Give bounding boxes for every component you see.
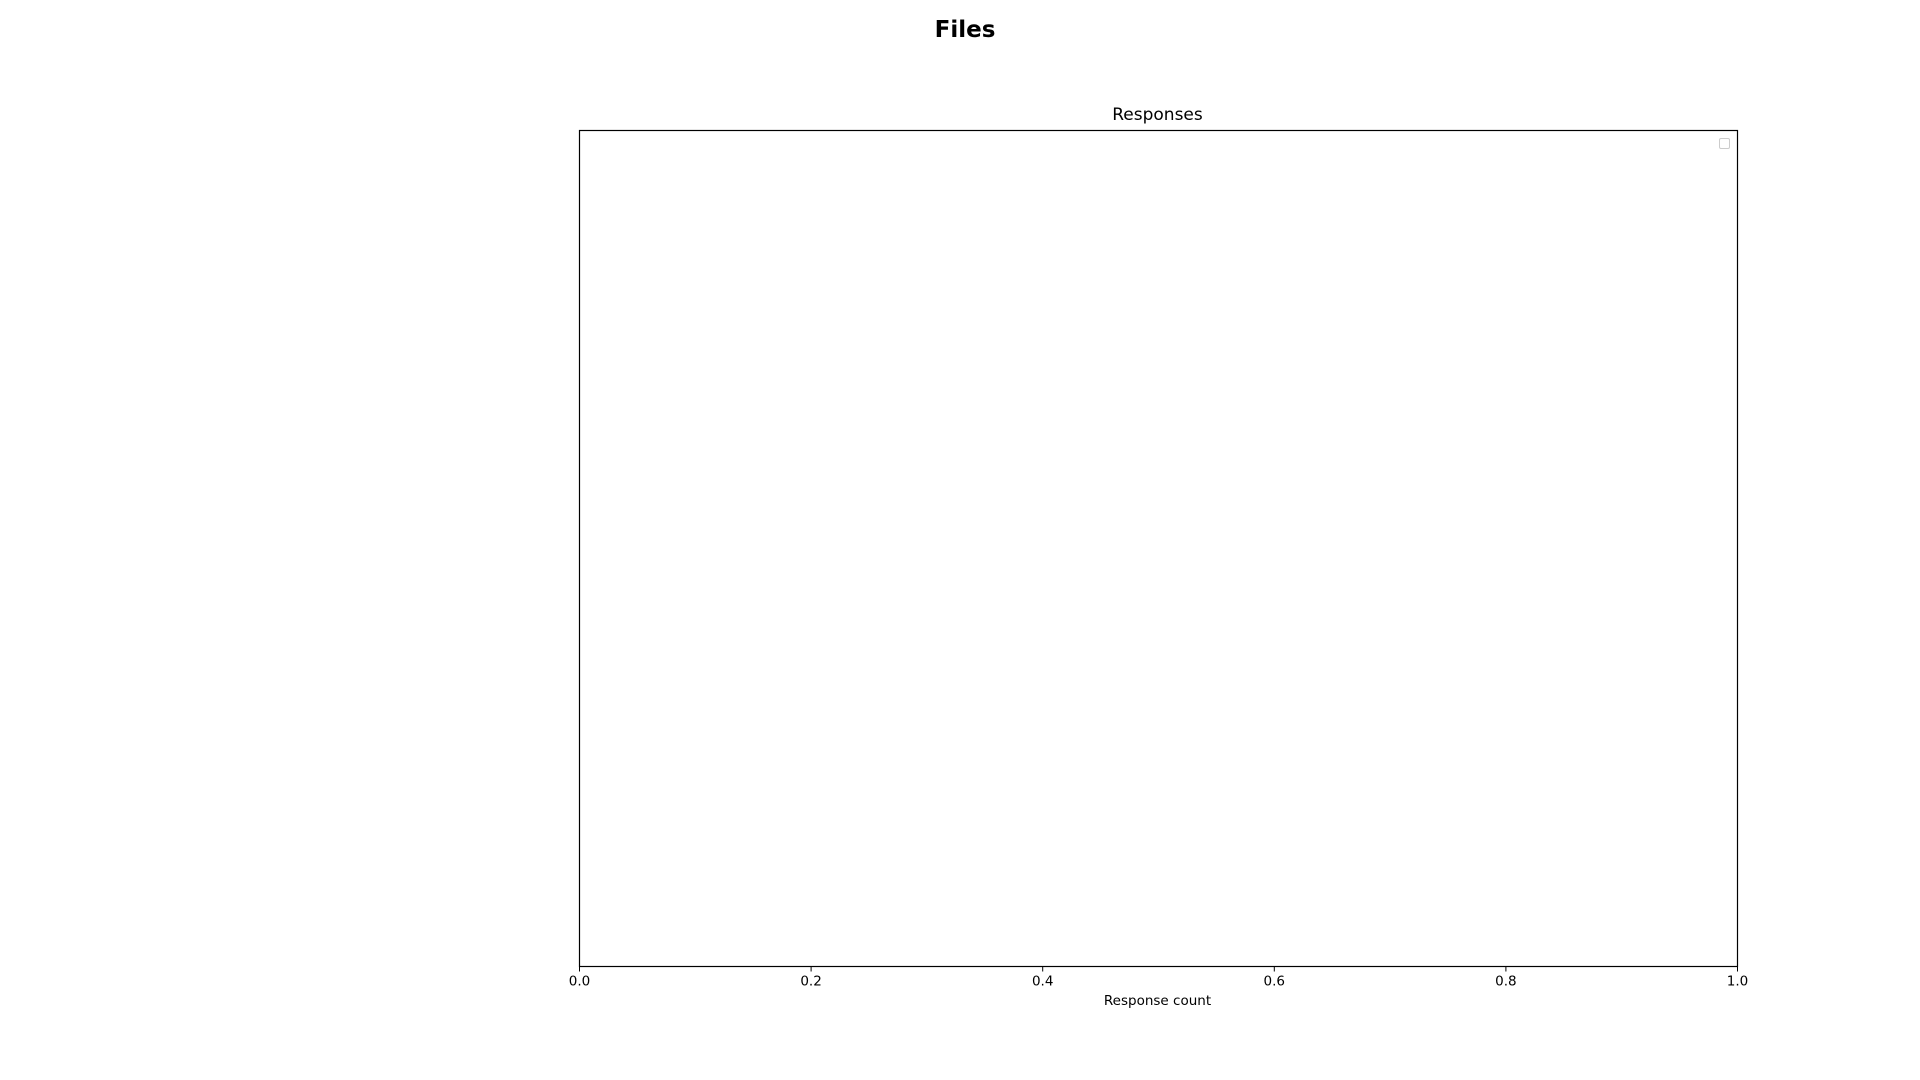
x-tick-label: 0.4 xyxy=(1032,974,1053,990)
x-tick-label: 0.0 xyxy=(569,974,590,990)
x-tick-label: 1.0 xyxy=(1727,974,1748,990)
x-tick-label: 0.2 xyxy=(800,974,821,990)
figure-title: Files xyxy=(935,17,996,43)
plot-area xyxy=(578,129,1739,968)
x-tick-label: 0.8 xyxy=(1495,974,1516,990)
x-axis: 0.0 0.2 0.4 0.6 0.8 1.0 xyxy=(569,966,1748,990)
chart-title: Responses xyxy=(1112,105,1203,125)
x-axis-label: Response count xyxy=(1104,993,1211,1009)
x-tick-label: 0.6 xyxy=(1264,974,1285,990)
legend-box xyxy=(1719,138,1730,149)
